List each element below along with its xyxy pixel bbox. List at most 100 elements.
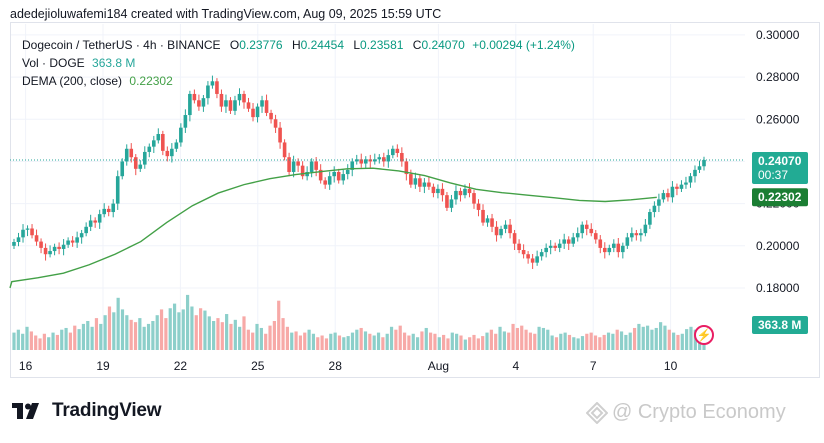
volume-bar [420, 331, 424, 350]
volume-bar [550, 335, 554, 350]
volume-bar [120, 309, 125, 350]
volume-bar [259, 327, 263, 350]
volume-bar [172, 303, 177, 350]
candle-body [454, 190, 458, 200]
volume-bar [177, 312, 181, 350]
volume-bar [181, 309, 185, 350]
candle-body [467, 188, 472, 194]
dema-badge-value: 0.22302 [758, 190, 802, 204]
volume-bar [133, 322, 138, 350]
candle-body [188, 93, 192, 116]
x-tick-label: Aug [428, 359, 449, 373]
volume-bar [498, 326, 502, 350]
volume-bar [511, 323, 515, 350]
volume-bar [268, 325, 272, 350]
volume-bar [520, 325, 524, 350]
brand-logo[interactable]: TradingView [12, 400, 162, 422]
volume-bar [572, 337, 576, 350]
volume-bar [355, 329, 359, 350]
volume-bar [359, 327, 363, 350]
candle-body [52, 246, 57, 252]
lightning-icon[interactable]: ⚡ [694, 325, 714, 345]
volume-bar [450, 332, 454, 350]
price-badge [752, 151, 808, 184]
volume-bar [398, 325, 402, 350]
legend-symbol: Dogecoin / TetherUS · 4h · BINANCE [22, 38, 221, 52]
volume-bar [21, 333, 25, 350]
candle-body [12, 241, 16, 246]
legend-high: 0.24454 [300, 38, 345, 52]
candle-body [508, 224, 512, 234]
candle-body [48, 251, 52, 255]
candle-body [350, 161, 355, 170]
volume-bar [593, 335, 598, 350]
candle-body [436, 188, 440, 194]
volume-bar [429, 332, 433, 350]
candle-body [327, 176, 332, 185]
candle-body [242, 93, 246, 103]
candle-body [395, 148, 400, 153]
volume-bar [159, 309, 164, 350]
volume-bar [47, 337, 51, 350]
volume-bar [442, 334, 446, 350]
candle-body [503, 224, 508, 229]
volume-bar [298, 335, 303, 350]
candle-body [179, 127, 183, 143]
y-tick-label: 0.28000 [756, 70, 800, 84]
legend-symbol-row: Dogecoin / TetherUS · 4h · BINANCE O0.23… [22, 38, 575, 52]
candle-body [598, 239, 603, 248]
candle-body [639, 233, 643, 236]
candle-body [463, 188, 467, 196]
volume-bar [277, 300, 281, 350]
candle-body [300, 165, 305, 177]
candle-body [521, 250, 526, 255]
candle-body [427, 182, 431, 187]
volume-bar [654, 327, 658, 350]
volume-badge-value: 363.8 M [758, 318, 801, 332]
volume-bar [34, 335, 38, 350]
candle-body [449, 199, 454, 208]
price-badge-value: 0.24070 [758, 154, 802, 168]
volume-bar [481, 336, 485, 350]
volume-bar [602, 334, 606, 350]
volume-bar [663, 325, 667, 350]
candle-body [575, 233, 580, 238]
volume-bar [146, 323, 151, 350]
volume-bar [290, 332, 294, 350]
volume-bar [411, 333, 415, 350]
candle-body [210, 81, 215, 86]
candle-body [571, 237, 576, 244]
candle-body [215, 81, 219, 94]
volume-bar [51, 332, 55, 350]
volume-bar [103, 315, 107, 350]
volume-bar [25, 326, 29, 350]
candle-body [152, 140, 156, 147]
candle-body [643, 224, 648, 234]
volume-bar [485, 332, 489, 350]
candle-body [39, 241, 43, 248]
candle-body [404, 161, 409, 175]
legend-volume-row: Vol · DOGE 363.8 M [22, 56, 135, 70]
legend-dema-row: DEMA (200, close) 0.22302 [22, 74, 173, 88]
candle-body [539, 252, 544, 257]
price-chart[interactable]: 0.300000.280000.260000.240000.220000.200… [0, 0, 824, 380]
volume-bar [645, 325, 650, 350]
candle-body [418, 178, 422, 187]
candle-body [147, 146, 152, 152]
candle-body [43, 247, 48, 255]
volume-bar [528, 332, 533, 350]
candle-body [21, 229, 25, 238]
volume-bar [632, 327, 637, 350]
volume-bar [38, 338, 42, 350]
candle-body [129, 148, 134, 158]
volume-bar [342, 337, 346, 350]
volume-bar [116, 297, 120, 350]
candle-body [282, 142, 287, 158]
candle-body [494, 226, 499, 236]
candle-body [382, 157, 386, 162]
candle-body [458, 190, 463, 196]
candle-body [345, 169, 350, 175]
candle-body [612, 243, 616, 248]
candle-body [512, 233, 517, 244]
candle-body [115, 176, 120, 204]
